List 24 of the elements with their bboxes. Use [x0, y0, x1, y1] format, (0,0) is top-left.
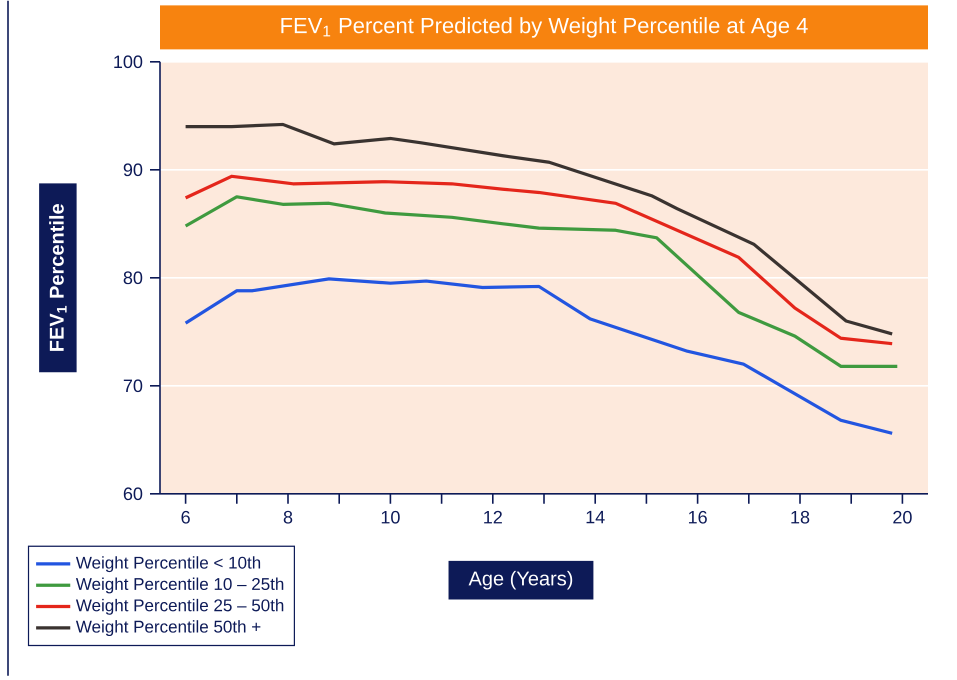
x-tick-label: 6 — [182, 510, 190, 524]
y-tick-label: 100 — [114, 56, 142, 68]
legend-label: Weight Percentile 50th + — [76, 620, 260, 636]
legend-label: Weight Percentile 25 – 50th — [76, 598, 284, 615]
x-tick-label: 14 — [586, 510, 605, 524]
x-tick-label: 8 — [284, 510, 292, 524]
line-series — [184, 122, 894, 336]
x-tick-label: 10 — [382, 510, 400, 524]
x-tick-label: 16 — [688, 510, 707, 524]
chart-title: FEV$_{1}$ Percent Predicted by Weight Percentile at Age 4 — [281, 17, 808, 38]
x-tick-label: 12 — [484, 510, 502, 524]
line-series — [184, 195, 899, 368]
line-series — [184, 277, 894, 436]
x-tick-label: 18 — [791, 510, 810, 524]
x-axis-title: Age (Years) — [468, 570, 572, 590]
y-tick-label: 90 — [124, 164, 142, 176]
y-tick-label: 70 — [124, 380, 142, 392]
y-tick-label: 80 — [124, 272, 142, 284]
y-axis-title: FEV$_{1}$ Percentile — [49, 204, 67, 351]
legend-label: Weight Percentile < 10th — [76, 556, 260, 572]
legend-label: Weight Percentile 10 – 25th — [76, 578, 284, 594]
x-tick-label: 20 — [893, 510, 912, 524]
y-tick-label: 60 — [124, 488, 142, 500]
line-series — [184, 174, 894, 346]
